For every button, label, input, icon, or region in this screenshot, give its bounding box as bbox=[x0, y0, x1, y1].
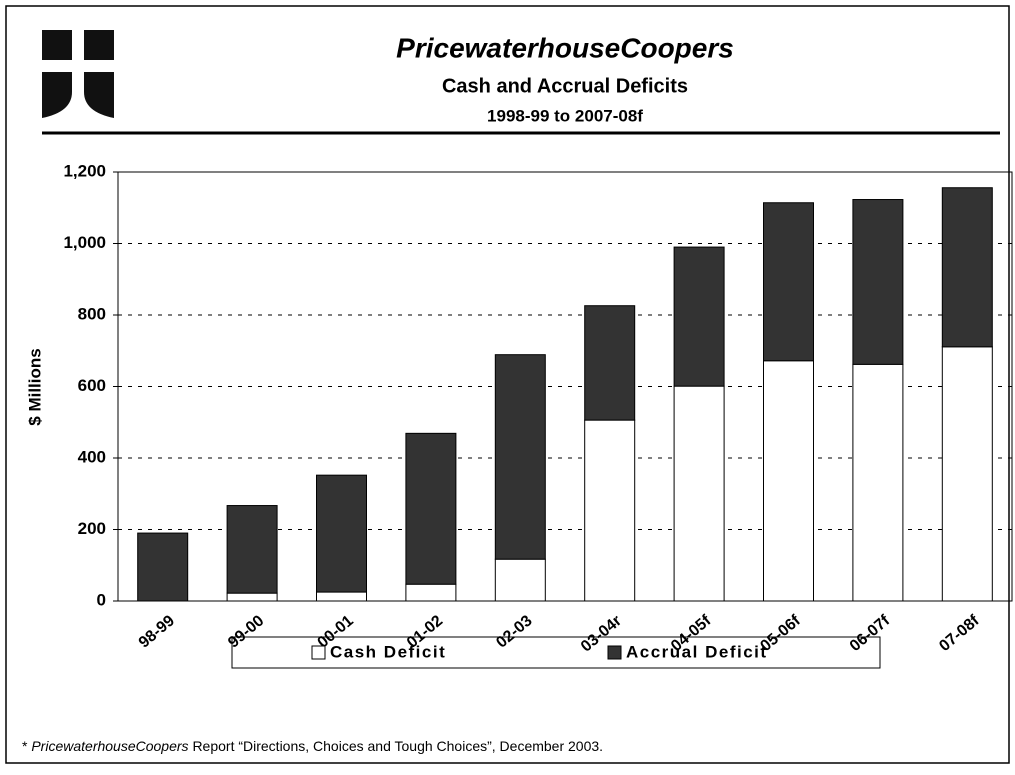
logo bbox=[42, 30, 114, 118]
bar-segment bbox=[137, 532, 189, 602]
footnote: * PricewaterhouseCoopers Report “Directi… bbox=[22, 738, 603, 754]
y-tick-label: 1,000 bbox=[63, 233, 106, 252]
bar-segment bbox=[226, 505, 278, 594]
logo-shield bbox=[42, 30, 72, 60]
bar-segment bbox=[226, 592, 278, 602]
bar-segment bbox=[584, 305, 636, 421]
footnote-text: Report “Directions, Choices and Tough Ch… bbox=[192, 738, 603, 754]
brand: PricewaterhouseCoopers bbox=[396, 32, 734, 63]
bar-segment bbox=[852, 199, 904, 365]
y-tick-label: 200 bbox=[78, 519, 106, 538]
chart-subtitle: 1998-99 to 2007-08f bbox=[487, 106, 643, 125]
logo-shield bbox=[42, 72, 72, 118]
legend-label: Cash Deficit bbox=[330, 642, 446, 661]
bar-segment bbox=[941, 346, 993, 602]
bar-segment bbox=[673, 385, 725, 602]
y-axis-label: $ Millions bbox=[25, 348, 44, 425]
bar-segment bbox=[763, 360, 814, 602]
logo-shield bbox=[84, 72, 114, 118]
y-tick-label: 800 bbox=[78, 304, 106, 323]
bar-segment bbox=[316, 474, 367, 593]
logo-shield bbox=[84, 30, 114, 60]
bar-segment bbox=[852, 363, 904, 602]
legend-swatch bbox=[311, 645, 326, 660]
bar-segment bbox=[316, 591, 367, 602]
y-tick-label: 0 bbox=[97, 590, 106, 609]
bar-segment bbox=[405, 583, 457, 602]
bar-segment bbox=[494, 558, 546, 602]
bar-segment bbox=[584, 419, 636, 602]
bar-segment bbox=[941, 187, 993, 348]
legend-box bbox=[231, 636, 881, 669]
legend-swatch bbox=[607, 645, 622, 660]
y-tick-label: 600 bbox=[78, 376, 106, 395]
footnote-lead: * bbox=[22, 738, 28, 754]
bar-segment bbox=[673, 246, 725, 387]
y-tick-label: 1,200 bbox=[63, 161, 106, 180]
y-tick-label: 400 bbox=[78, 447, 106, 466]
bar-segment bbox=[494, 354, 546, 560]
bar-segment bbox=[763, 202, 814, 362]
footnote-source: PricewaterhouseCoopers bbox=[31, 738, 188, 754]
bar-segment bbox=[405, 432, 457, 585]
chart-title: Cash and Accrual Deficits bbox=[442, 75, 688, 97]
legend-label: Accrual Deficit bbox=[626, 642, 768, 661]
